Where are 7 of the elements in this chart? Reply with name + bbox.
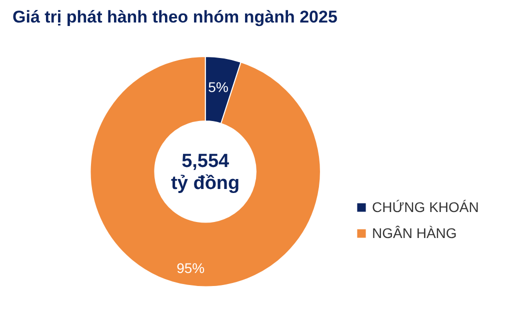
legend-label: NGÂN HÀNG <box>372 225 457 241</box>
text: 5,554 <box>182 150 230 172</box>
text: tỷ đồng <box>171 173 240 194</box>
data-label: 95% <box>176 260 205 276</box>
legend-label: CHỨNG KHOÁN <box>372 199 479 215</box>
chart-title: Giá trị phát hành theo nhóm ngành 2025 <box>12 8 338 26</box>
data-label: 5% <box>208 79 228 96</box>
